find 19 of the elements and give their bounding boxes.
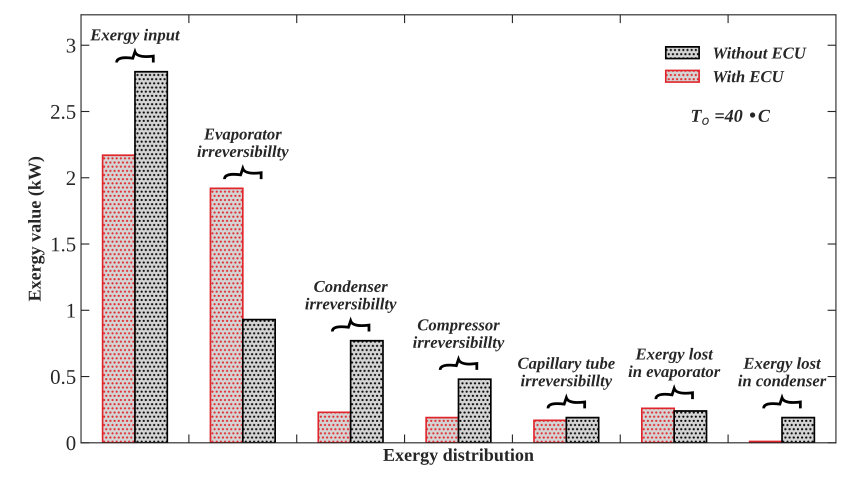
annotation: Condenser irreversibillty: [305, 280, 397, 313]
y-tick-label: 0: [66, 436, 76, 450]
annotation: Capillary tube irreversibillty: [518, 357, 615, 390]
annotation: Exergy lost in evaporator: [628, 348, 720, 381]
y-tick-label: 3: [66, 38, 76, 53]
y-tick-label: 2: [66, 171, 76, 185]
annotation: T$_{o}$ =40 •C: [692, 110, 770, 125]
annotation: Compressor irreversibillty: [413, 319, 504, 352]
annotation: Evaporator irreversibillty: [197, 128, 289, 161]
y-tick-label: 1.5: [52, 237, 76, 252]
legend-label: With ECU: [714, 70, 784, 82]
y-tick-label: 0.5: [50, 370, 76, 384]
x-axis-title: Exergy distribution: [383, 448, 534, 465]
y-tick-label: 1: [68, 304, 75, 318]
annotation: Exergy input: [90, 28, 180, 44]
y-tick-label: 2.5: [51, 104, 76, 120]
y-axis-title: Exergy value (kW): [28, 156, 45, 302]
legend-label: Without ECU: [714, 46, 807, 59]
annotation: Exergy lost in condenser: [738, 357, 826, 386]
